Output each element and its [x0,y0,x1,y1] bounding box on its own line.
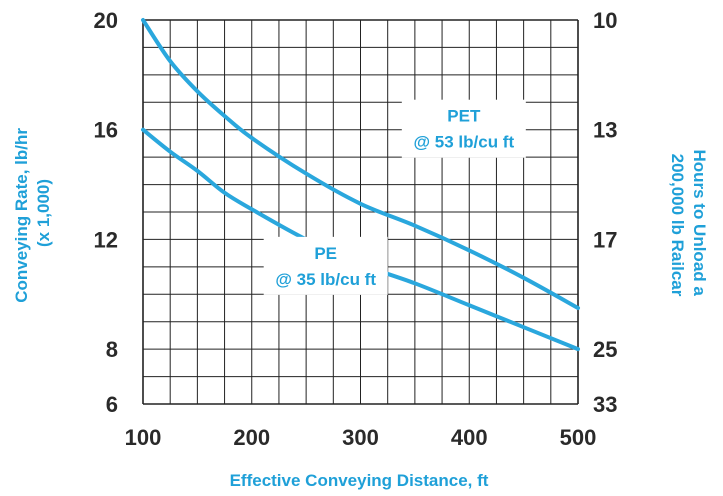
annotation-label: @ 53 lb/cu ft [413,133,514,152]
y2-axis-label-line1: Hours to Unload a [690,149,709,296]
series-line-pet [141,18,580,310]
y-axis-label: Conveying Rate, lb/hr (x 1,000) [12,123,53,302]
y2-tick-label: 17 [593,227,617,252]
y-tick-label: 16 [94,118,118,143]
y2-tick-label: 13 [593,118,617,143]
x-axis-label: Effective Conveying Distance, ft [230,471,489,490]
annotation-label: @ 35 lb/cu ft [275,270,376,289]
y2-tick-label: 10 [593,8,617,33]
annotation-background [401,99,526,158]
y2-tick-label: 33 [593,392,617,417]
grid [142,19,579,405]
y-tick-label: 8 [106,337,118,362]
y2-tick-label: 25 [593,337,617,362]
x-tick-label: 400 [451,425,488,450]
annotation-label: PE [314,244,337,263]
x-tick-label: 200 [233,425,270,450]
y-tick-label: 6 [106,392,118,417]
annotations: PET @ 53 lb/cu ft PE @ 35 lb/cu ft [263,99,526,295]
y2-axis-label-line2: 200,000 lb Railcar [668,154,687,297]
x-tick-label: 100 [125,425,162,450]
annotation-background [263,236,388,295]
y-axis-label-line2: (x 1,000) [34,179,53,247]
annotation-label: PET [447,107,481,126]
x-tick-label: 300 [342,425,379,450]
tick-labels: 100 200 300 400 500 20 16 12 8 6 10 13 17 25 33 [94,8,618,450]
y-tick-label: 12 [94,227,118,252]
x-tick-label: 500 [560,425,597,450]
y2-axis-label: Hours to Unload a 200,000 lb Railcar [668,149,709,300]
y-tick-label: 20 [94,8,118,33]
y-axis-label-line1: Conveying Rate, lb/hr [12,128,31,303]
